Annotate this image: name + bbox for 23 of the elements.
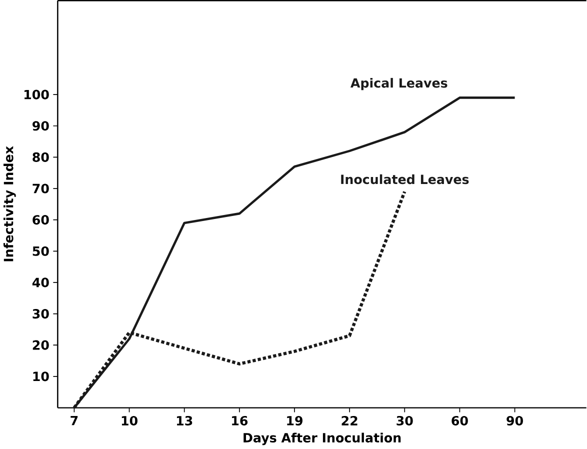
y-tick-label: 40	[32, 278, 49, 288]
y-tick-label: 70	[32, 184, 49, 194]
x-tick-label: 90	[506, 416, 523, 426]
x-tick-label: 16	[232, 416, 248, 426]
x-axis-title: Days After Inoculation	[244, 432, 401, 446]
y-tick-label: 30	[32, 309, 49, 319]
y-tick-label: 60	[32, 215, 49, 225]
x-tick-label: 22	[342, 416, 358, 426]
x-tick-label: 10	[122, 416, 138, 426]
y-tick-label: 90	[32, 121, 49, 131]
x-tick-label: 13	[176, 416, 192, 426]
x-tick-label: 7	[70, 416, 78, 426]
y-tick-label: 80	[32, 152, 49, 162]
y-tick-label: 50	[32, 246, 49, 256]
series-label: Inoculated Leaves	[341, 174, 469, 184]
y-tick-label: 10	[33, 372, 49, 382]
y-tick-label: 100	[24, 90, 49, 100]
y-tick-label: 20	[32, 340, 49, 350]
x-tick-label: 19	[287, 416, 302, 426]
y-axis-title: Infectivity Index	[4, 146, 16, 262]
series-label: Apical Leaves	[350, 78, 448, 90]
x-tick-label: 60	[452, 416, 468, 426]
x-tick-label: 30	[396, 416, 413, 426]
